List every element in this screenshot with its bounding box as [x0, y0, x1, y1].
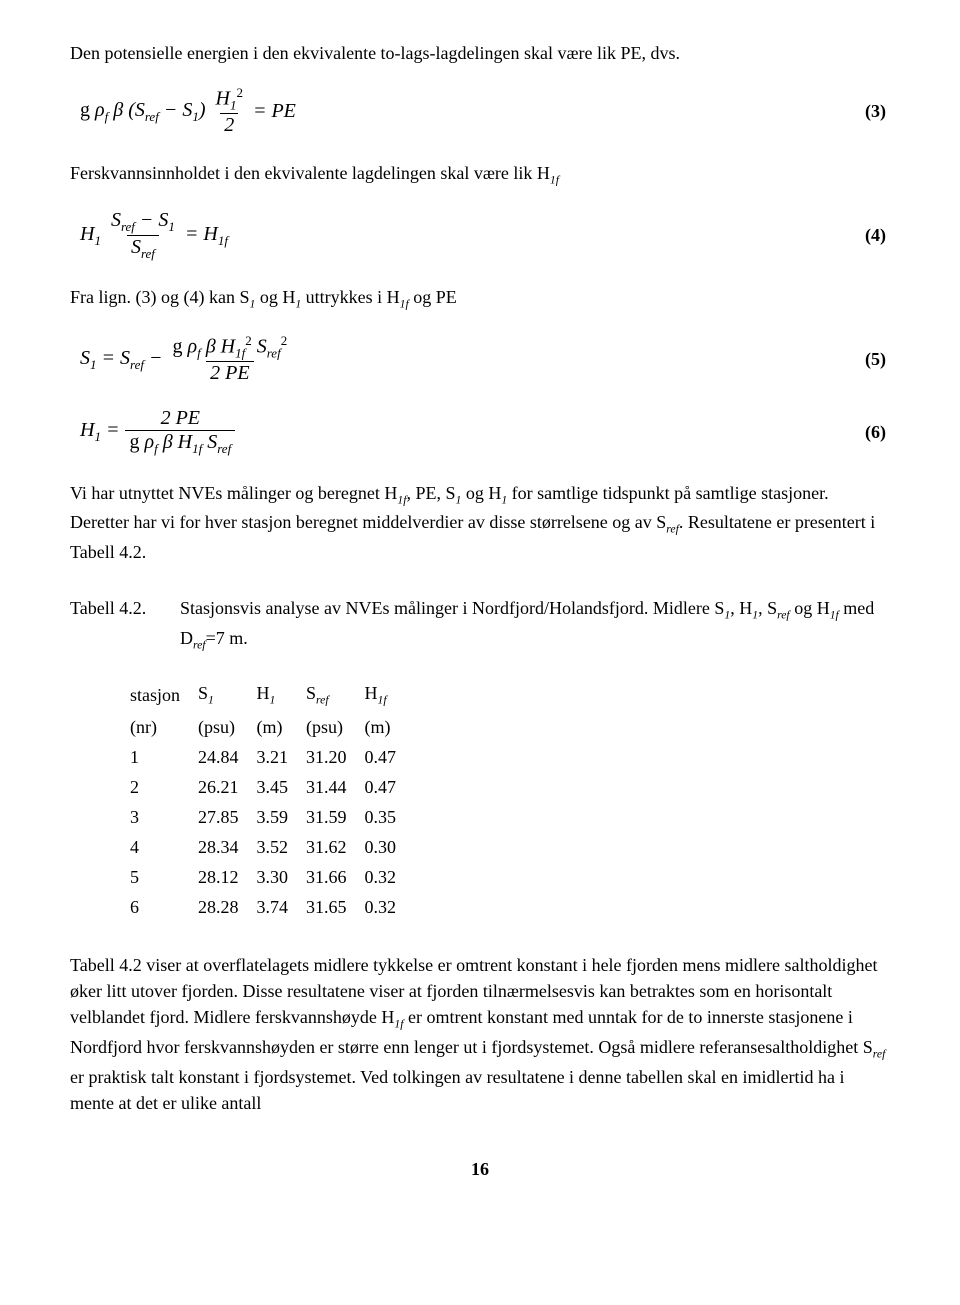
cell: 3.59: [257, 802, 307, 832]
equation-number: (4): [865, 222, 890, 248]
cell: 0.47: [365, 742, 415, 772]
col-header: H1: [257, 678, 307, 712]
table-unit-row: (nr) (psu) (m) (psu) (m): [130, 712, 414, 742]
cell: 0.47: [365, 772, 415, 802]
col-header: S1: [198, 678, 257, 712]
cell: 3.74: [257, 892, 307, 922]
cell: 31.66: [306, 862, 365, 892]
table-row: 4 28.34 3.52 31.62 0.30: [130, 832, 414, 862]
equation-number: (3): [865, 98, 890, 124]
cell: 3.52: [257, 832, 307, 862]
data-table: stasjon S1 H1 Sref H1f (nr) (psu) (m) (p…: [130, 678, 414, 922]
table-row: 5 28.12 3.30 31.66 0.32: [130, 862, 414, 892]
cell: 24.84: [198, 742, 257, 772]
cell: 3: [130, 802, 198, 832]
cell: 6: [130, 892, 198, 922]
caption-text: Stasjonsvis analyse av NVEs målinger i N…: [180, 595, 890, 654]
table-row: 6 28.28 3.74 31.65 0.32: [130, 892, 414, 922]
col-unit: (psu): [198, 712, 257, 742]
table-row: 2 26.21 3.45 31.44 0.47: [130, 772, 414, 802]
col-header: H1f: [365, 678, 415, 712]
cell: 0.35: [365, 802, 415, 832]
cell: 27.85: [198, 802, 257, 832]
col-unit: (m): [257, 712, 307, 742]
equation-3: g ρf β (Sref − S1) H12 2 = PE (3): [70, 86, 890, 136]
col-unit: (nr): [130, 712, 198, 742]
cell: 28.34: [198, 832, 257, 862]
cell: 2: [130, 772, 198, 802]
cell: 3.30: [257, 862, 307, 892]
paragraph-1: Den potensielle energien i den ekvivalen…: [70, 40, 890, 66]
paragraph-5: Tabell 4.2 viser at overflatelagets midl…: [70, 952, 890, 1116]
col-unit: (psu): [306, 712, 365, 742]
equation-4: H1 Sref − S1 Sref = H1f (4): [70, 210, 890, 260]
cell: 31.65: [306, 892, 365, 922]
table-row: 1 24.84 3.21 31.20 0.47: [130, 742, 414, 772]
cell: 0.32: [365, 862, 415, 892]
table-header-row: stasjon S1 H1 Sref H1f: [130, 678, 414, 712]
page-number: 16: [70, 1156, 890, 1182]
table-caption: Tabell 4.2. Stasjonsvis analyse av NVEs …: [70, 595, 890, 654]
cell: 4: [130, 832, 198, 862]
paragraph-3: Fra lign. (3) og (4) kan S1 og H1 uttryk…: [70, 284, 890, 314]
cell: 3.21: [257, 742, 307, 772]
equation-6: H1 = 2 PE g ρf β H1f Sref (6): [70, 408, 890, 456]
cell: 31.59: [306, 802, 365, 832]
table-row: 3 27.85 3.59 31.59 0.35: [130, 802, 414, 832]
caption-label: Tabell 4.2.: [70, 595, 180, 654]
col-header: stasjon: [130, 678, 198, 712]
paragraph-2: Ferskvannsinnholdet i den ekvivalente la…: [70, 160, 890, 190]
col-unit: (m): [365, 712, 415, 742]
cell: 28.28: [198, 892, 257, 922]
cell: 5: [130, 862, 198, 892]
cell: 0.30: [365, 832, 415, 862]
cell: 26.21: [198, 772, 257, 802]
col-header: Sref: [306, 678, 365, 712]
equation-number: (5): [865, 346, 890, 372]
cell: 31.44: [306, 772, 365, 802]
cell: 31.20: [306, 742, 365, 772]
cell: 31.62: [306, 832, 365, 862]
cell: 28.12: [198, 862, 257, 892]
cell: 3.45: [257, 772, 307, 802]
equation-5: S1 = Sref − g ρf β H1f2 Sref2 2 PE (5): [70, 334, 890, 384]
equation-number: (6): [865, 419, 890, 445]
cell: 1: [130, 742, 198, 772]
cell: 0.32: [365, 892, 415, 922]
paragraph-4: Vi har utnyttet NVEs målinger og beregne…: [70, 480, 890, 565]
